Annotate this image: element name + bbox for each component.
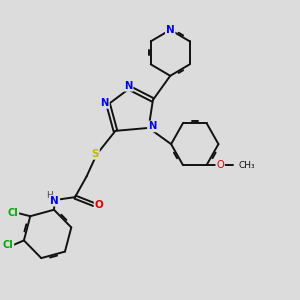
Text: O: O bbox=[216, 160, 224, 170]
Text: Cl: Cl bbox=[8, 208, 18, 218]
Text: S: S bbox=[92, 149, 99, 159]
Text: CH₃: CH₃ bbox=[239, 160, 256, 169]
Text: N: N bbox=[100, 98, 109, 108]
Text: N: N bbox=[124, 81, 133, 91]
Text: O: O bbox=[94, 200, 103, 210]
Text: H: H bbox=[46, 191, 53, 200]
Text: N: N bbox=[166, 25, 175, 35]
Text: Cl: Cl bbox=[3, 240, 13, 250]
Text: N: N bbox=[148, 122, 156, 131]
Text: N: N bbox=[50, 196, 59, 206]
